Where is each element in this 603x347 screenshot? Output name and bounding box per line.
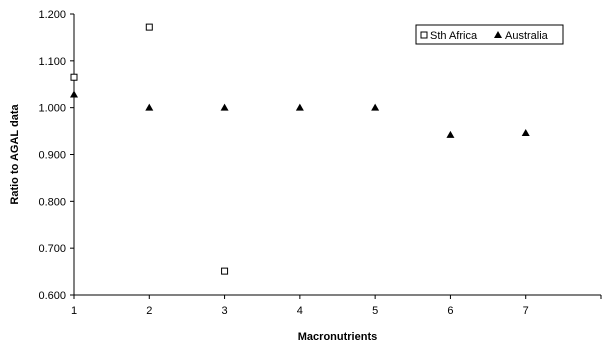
australia-point: [145, 103, 154, 111]
x-tick-label: 4: [297, 305, 303, 317]
data-points: [70, 23, 530, 275]
x-tick-label: 6: [447, 305, 453, 317]
australia-point: [371, 103, 380, 111]
legend-marker: [420, 31, 428, 39]
legend-label: Sth Africa: [430, 30, 478, 42]
australia-point: [295, 103, 304, 111]
y-tick-label: 1.100: [38, 56, 66, 68]
y-ticks: 0.600 0.700 0.800 0.900 1.000 1.100 1.200: [38, 9, 74, 302]
sth-africa-point: [221, 267, 229, 275]
australia-point: [521, 128, 530, 136]
australia-point: [446, 130, 455, 138]
australia-point: [220, 103, 229, 111]
y-tick-label: 0.700: [38, 243, 66, 255]
x-tick-label: 2: [146, 305, 152, 317]
sth-africa-point: [145, 23, 153, 31]
australia-point: [70, 90, 78, 98]
x-tick-label: 5: [372, 305, 378, 317]
y-tick-label: 0.600: [38, 290, 66, 302]
y-tick-label: 1.000: [38, 103, 66, 115]
sth-africa-point: [70, 73, 78, 81]
y-tick-label: 0.800: [38, 196, 66, 208]
x-ticks: 1 2 3 4 5 6 7: [71, 295, 602, 317]
x-tick-label: 7: [523, 305, 529, 317]
x-axis-title: Macronutrients: [298, 331, 377, 343]
x-tick-label: 1: [71, 305, 77, 317]
x-tick-label: 3: [222, 305, 228, 317]
axes: [73, 14, 601, 296]
legend-label: Australia: [505, 30, 549, 42]
y-tick-label: 1.200: [38, 9, 66, 21]
legend-marker: [494, 31, 502, 38]
legend-box: [415, 24, 564, 45]
legend: Sth Africa Australia: [415, 24, 564, 45]
y-tick-label: 0.900: [38, 150, 66, 162]
y-axis-title: Ratio to AGAL data: [9, 104, 21, 205]
